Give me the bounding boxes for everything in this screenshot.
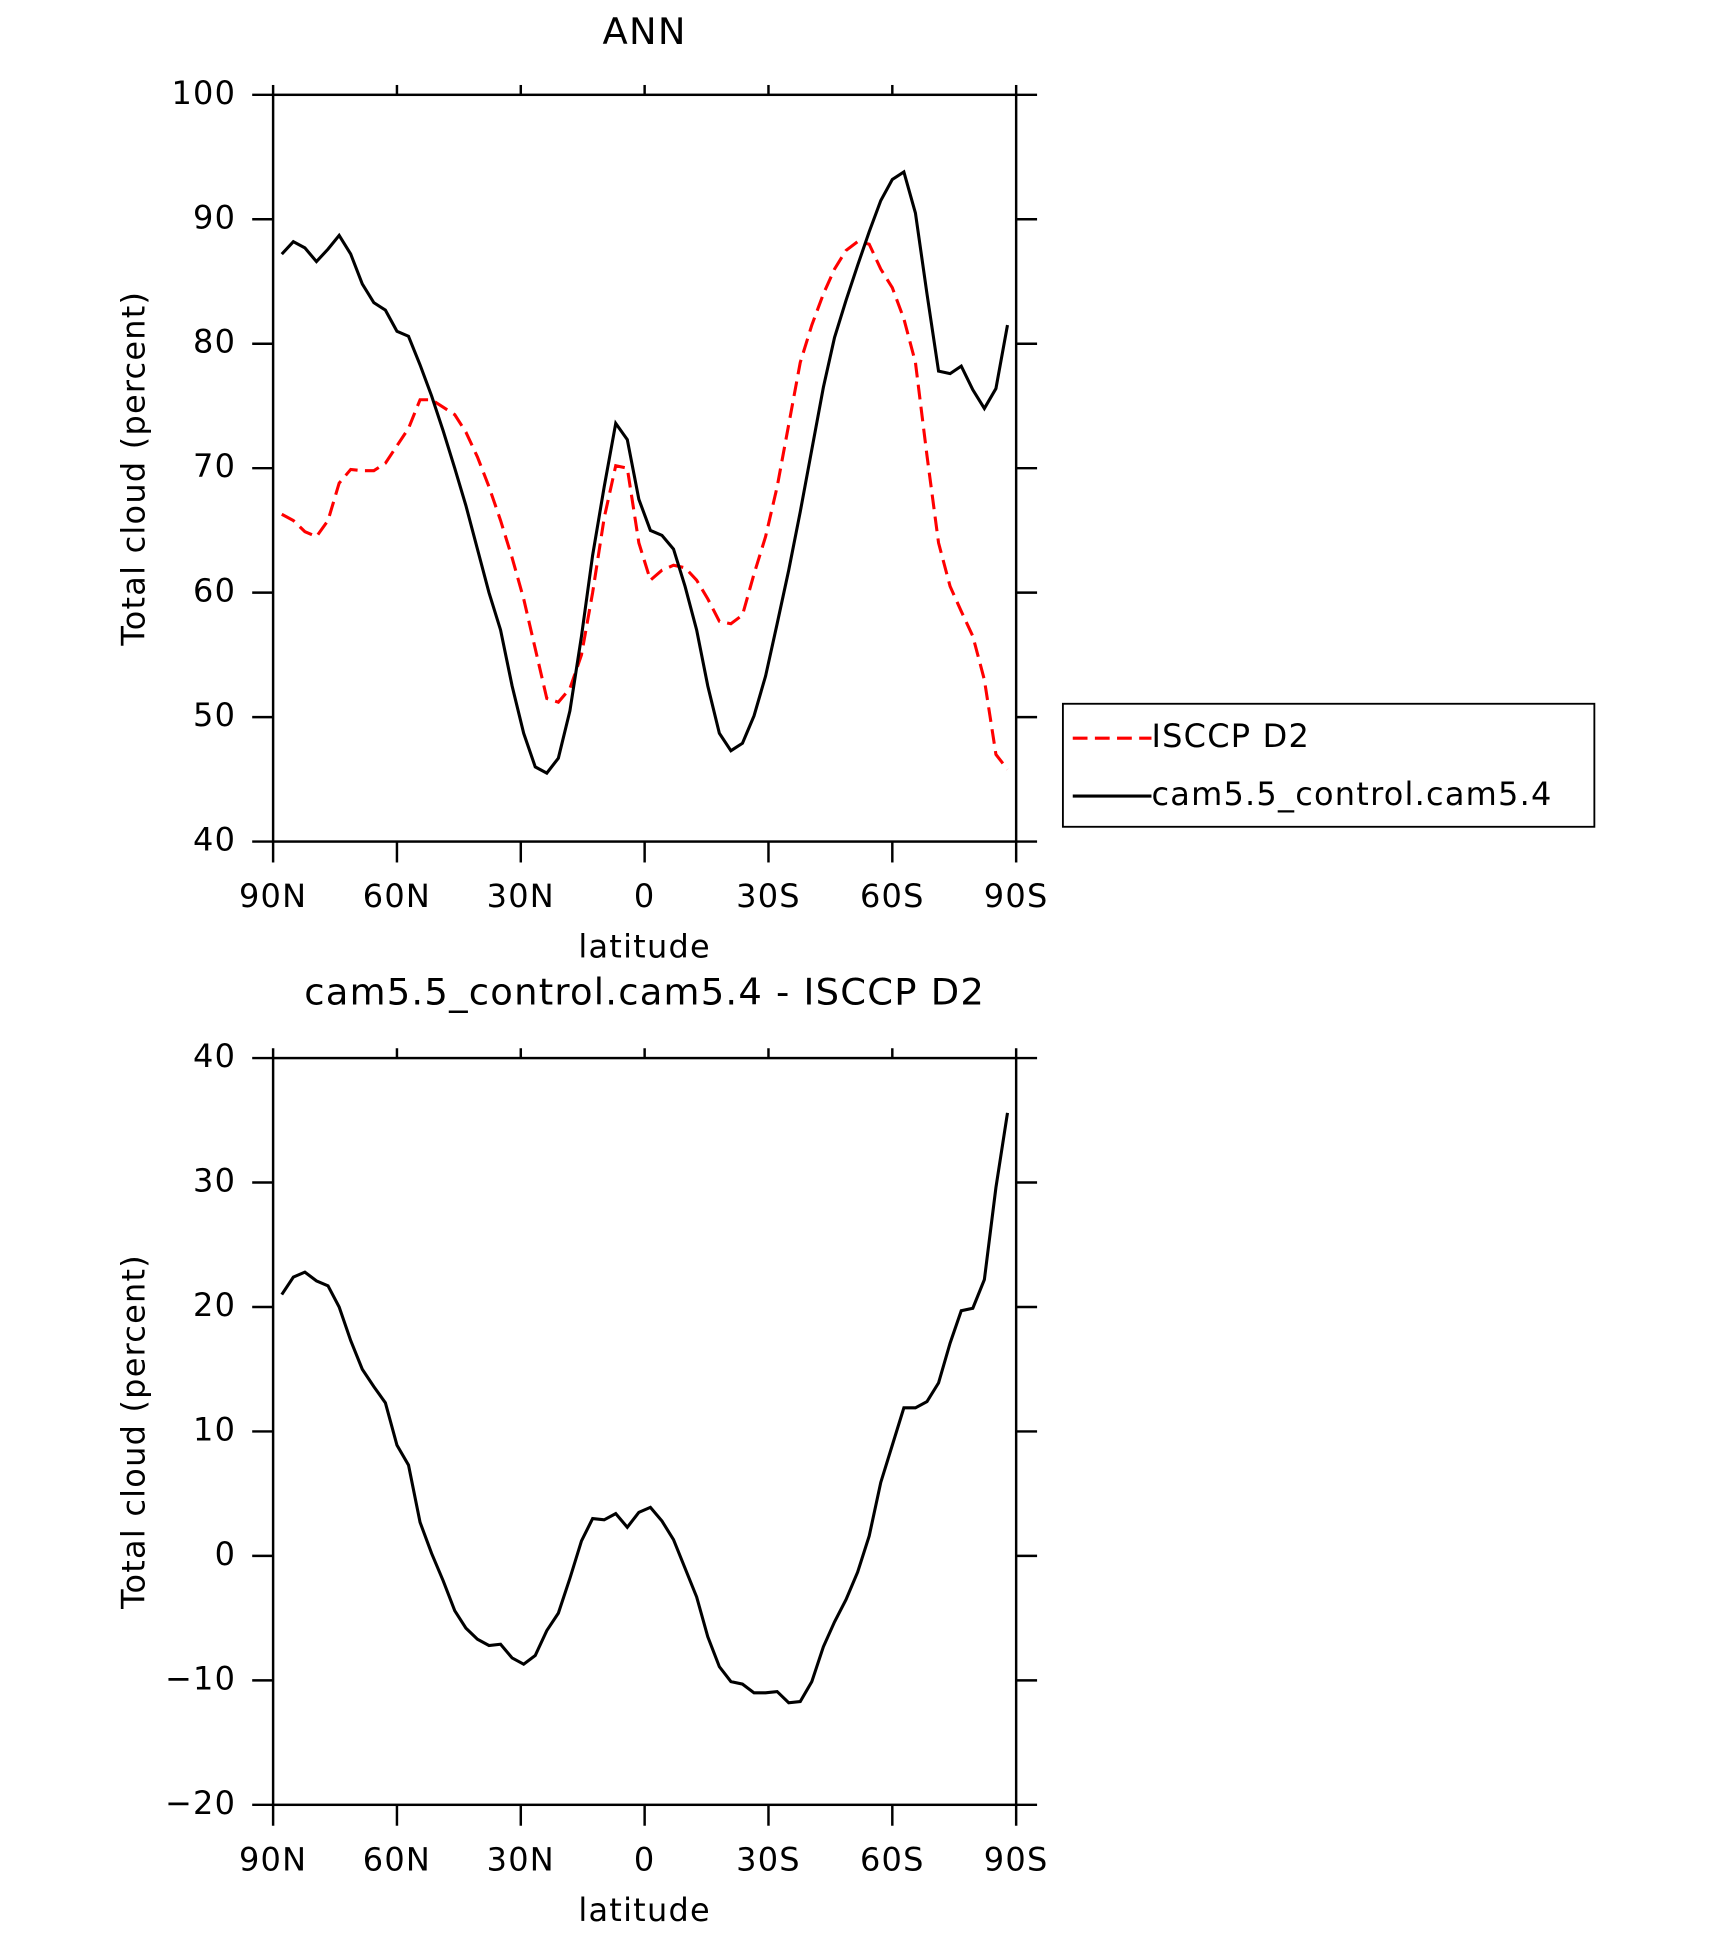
y-tick-label: 100 <box>171 74 236 112</box>
legend-box <box>1061 702 1596 828</box>
y-tick-label: 40 <box>193 821 236 859</box>
y-axis-label: Total cloud (percent) <box>114 1254 152 1610</box>
y-tick-label: 40 <box>193 1037 236 1075</box>
y-axis-label: Total cloud (percent) <box>114 291 152 647</box>
x-tick-label: 30S <box>736 1840 801 1878</box>
y-tick-label: −10 <box>165 1659 236 1697</box>
x-tick-label: 60S <box>860 877 925 915</box>
legend-label: ISCCP D2 <box>1151 717 1310 755</box>
plot-frame <box>271 1056 1018 1807</box>
chart-title: ANN <box>603 10 687 53</box>
y-tick-label: −20 <box>165 1784 236 1822</box>
y-tick-label: 90 <box>193 198 236 236</box>
data-line <box>280 1112 1010 1705</box>
x-tick-label: 90N <box>239 1840 307 1878</box>
x-tick-label: 30N <box>487 877 555 915</box>
data-line <box>281 240 1009 771</box>
legend: ISCCP D2 cam5.5_control.cam5.4 <box>1061 702 1596 828</box>
y-tick-label: 10 <box>193 1410 236 1448</box>
y-tick-label: 0 <box>215 1535 237 1573</box>
x-tick-label: 60N <box>363 877 431 915</box>
x-tick-label: 90S <box>984 1840 1049 1878</box>
chart-title: cam5.5_control.cam5.4 - ISCCP D2 <box>304 971 985 1014</box>
x-tick-label: 30S <box>736 877 801 915</box>
x-tick-label: 60N <box>363 1840 431 1878</box>
x-tick-label: 30N <box>487 1840 555 1878</box>
y-tick-label: 80 <box>193 323 236 361</box>
y-tick-label: 70 <box>193 447 236 485</box>
x-tick-label: 90N <box>239 877 307 915</box>
x-axis-label: latitude <box>578 1891 711 1929</box>
y-tick-label: 50 <box>193 696 236 734</box>
plot-frame <box>271 93 1018 843</box>
data-line <box>280 169 1010 776</box>
legend-label: cam5.5_control.cam5.4 <box>1151 775 1552 813</box>
y-tick-label: 60 <box>193 572 236 610</box>
x-tick-label: 0 <box>634 877 656 915</box>
x-tick-label: 60S <box>860 1840 925 1878</box>
x-tick-label: 90S <box>984 877 1049 915</box>
y-tick-label: 30 <box>193 1162 236 1200</box>
x-tick-label: 0 <box>634 1840 656 1878</box>
y-tick-label: 20 <box>193 1286 236 1324</box>
x-axis-label: latitude <box>578 928 711 966</box>
